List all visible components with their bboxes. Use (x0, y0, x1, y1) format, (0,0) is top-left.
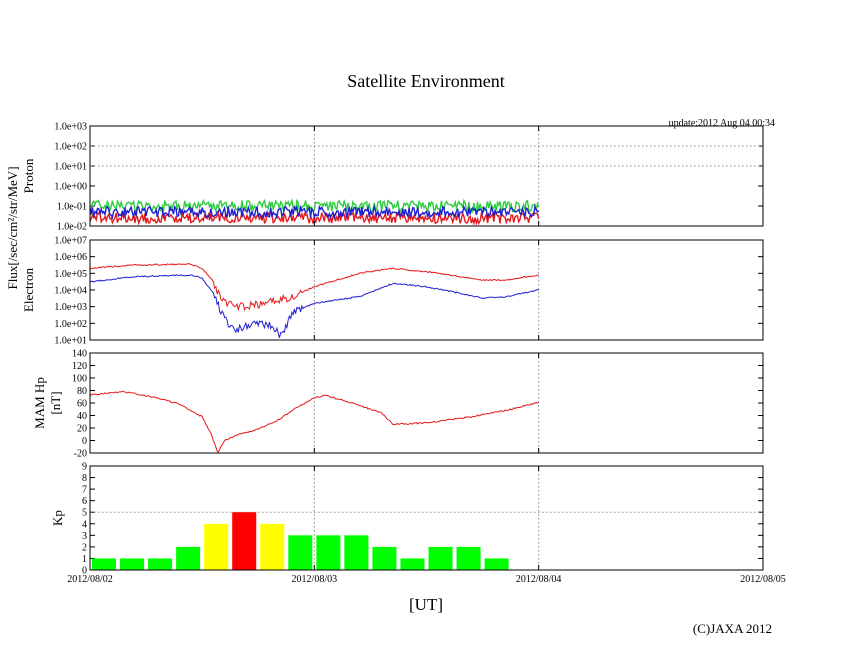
proton-ytick-label: 1.0e-01 (57, 202, 87, 213)
kp-bar (260, 523, 285, 570)
kp-ytick-label: 8 (82, 473, 87, 484)
hp-ytick-label: 100 (72, 374, 87, 385)
kp-bar (372, 546, 397, 570)
kp-ytick-label: 5 (82, 508, 87, 519)
flux-axis-label: Flux[/sec/cm²/str/MeV] (5, 166, 20, 289)
kp-ytick-label: 7 (82, 485, 87, 496)
kp-bar (484, 558, 509, 570)
hp-red-line (89, 390, 539, 453)
kp-panel-frame (89, 465, 764, 571)
kp-bar (176, 546, 201, 570)
update-timestamp: update:2012 Aug 04 00:34 (669, 118, 775, 129)
proton-ytick-label: 1.0e+02 (54, 142, 87, 153)
hp-ytick-label: 60 (77, 399, 87, 410)
kp-bar (288, 535, 313, 570)
electron-ytick-label: 1.0e+03 (54, 302, 87, 313)
x-tick-label: 2012/08/05 (740, 574, 786, 585)
proton-ytick-label: 1.0e-02 (57, 222, 87, 233)
kp-bar (400, 558, 425, 570)
x-tick-label: 2012/08/03 (292, 574, 338, 585)
kp-ytick-label: 4 (82, 519, 87, 530)
hp-ytick-label: 40 (77, 411, 87, 422)
hp-ytick-label: -20 (74, 449, 87, 460)
proton-blue-line (89, 204, 540, 220)
hp-ytick-label: 80 (77, 386, 87, 397)
kp-ytick-label: 1 (82, 554, 87, 565)
x-axis-label: [UT] (409, 595, 443, 614)
proton-ytick-label: 1.0e+01 (54, 162, 87, 173)
x-tick-label: 2012/08/02 (67, 574, 113, 585)
electron-ytick-label: 1.0e+02 (54, 319, 87, 330)
proton-ytick-label: 1.0e+03 (54, 122, 87, 133)
kp-ytick-label: 2 (82, 542, 87, 553)
proton-ylabel: Proton (21, 158, 36, 193)
proton-ytick-label: 1.0e+00 (54, 182, 87, 193)
proton-green-line (89, 198, 540, 214)
hp-ylabel: MAM Hp (32, 377, 47, 429)
kp-ytick-label: 9 (82, 462, 87, 473)
electron-blue-line (89, 274, 539, 339)
electron-ytick-label: 1.0e+06 (54, 252, 87, 263)
kp-ytick-label: 3 (82, 531, 87, 542)
hp-panel-frame (89, 352, 764, 454)
kp-bar (204, 523, 229, 570)
electron-ytick-label: 1.0e+07 (54, 236, 87, 247)
electron-ylabel: Electron (21, 267, 36, 312)
kp-bar (428, 546, 453, 570)
electron-ytick-label: 1.0e+01 (54, 336, 87, 347)
kp-ylabel: Kp (50, 510, 65, 526)
electron-ytick-label: 1.0e+05 (54, 269, 87, 280)
electron-ytick-label: 1.0e+04 (54, 286, 87, 297)
hp-unit-label: [nT] (48, 391, 63, 414)
kp-bar (316, 535, 341, 570)
kp-bar (232, 512, 257, 570)
electron-red-line (89, 263, 539, 312)
x-tick-label: 2012/08/04 (516, 574, 562, 585)
hp-ytick-label: 120 (72, 361, 87, 372)
proton-panel-frame (89, 125, 764, 227)
kp-ytick-label: 6 (82, 496, 87, 507)
hp-ytick-label: 140 (72, 349, 87, 360)
kp-bar (148, 558, 173, 570)
kp-bar (120, 558, 145, 570)
kp-bar (456, 546, 481, 570)
copyright-label: (C)JAXA 2012 (693, 621, 772, 636)
hp-ytick-label: 0 (82, 436, 87, 447)
kp-bar (344, 535, 369, 570)
kp-bar (92, 558, 117, 570)
electron-panel-frame (89, 239, 764, 341)
hp-ytick-label: 20 (77, 424, 87, 435)
kp-ytick-label: 0 (82, 566, 87, 577)
chart-title: Satellite Environment (347, 71, 504, 91)
